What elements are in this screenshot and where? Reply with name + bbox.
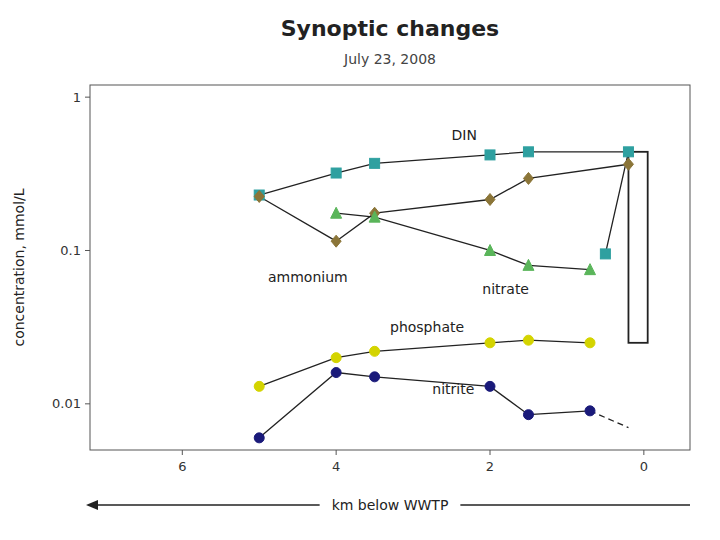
extension-line: [590, 411, 628, 428]
background: [0, 0, 720, 540]
data-point: [485, 381, 495, 391]
data-point: [523, 172, 533, 184]
y-tick: [85, 97, 90, 98]
plot-area: [254, 147, 647, 443]
data-point: [331, 353, 341, 363]
series-line: [259, 164, 628, 241]
plot-frame: [90, 85, 690, 450]
data-point: [254, 381, 264, 391]
data-point: [331, 207, 342, 218]
data-point: [370, 372, 380, 382]
data-point: [331, 368, 341, 378]
data-point: [485, 150, 495, 160]
data-point: [523, 147, 533, 157]
y-tick-label: 1: [73, 90, 81, 105]
chart: Synoptic changes July 23, 2008 6 4 2 0 0.01 0.1…: [0, 0, 720, 540]
data-point: [523, 410, 533, 420]
x-tick-label: 0: [640, 459, 648, 474]
series-line: [259, 152, 628, 254]
data-point: [254, 433, 264, 443]
series-label: nitrite: [432, 381, 474, 397]
title: Synoptic changes: [281, 16, 499, 41]
x-tick-label: 4: [332, 459, 340, 474]
x-tick: [490, 450, 491, 455]
y-tick-label: 0.01: [52, 396, 81, 411]
series-label: nitrate: [482, 281, 529, 297]
data-point: [485, 244, 496, 255]
data-point: [370, 158, 380, 168]
data-point: [485, 194, 495, 206]
y-tick: [85, 250, 90, 251]
y-tick-label: 0.1: [60, 243, 81, 258]
series-line: [259, 373, 590, 438]
wwtp-box: [628, 152, 647, 343]
data-point: [254, 190, 264, 202]
data-point: [369, 211, 380, 222]
x-tick: [643, 450, 644, 455]
data-point: [623, 158, 633, 170]
data-point: [331, 168, 341, 178]
x-axis-label: km below WWTP: [332, 497, 449, 513]
x-axis-rule: [460, 504, 690, 506]
data-point: [523, 259, 534, 270]
data-point: [331, 235, 341, 247]
data-point: [585, 264, 596, 275]
y-tick: [85, 403, 90, 404]
y-axis-label: concentration, mmol/L: [11, 188, 27, 346]
x-tick: [336, 450, 337, 455]
x-tick-label: 2: [486, 459, 494, 474]
x-axis-arrow-head: [86, 500, 98, 510]
data-point: [600, 249, 610, 259]
data-point: [585, 406, 595, 416]
data-point: [523, 335, 533, 345]
data-point: [585, 338, 595, 348]
x-axis-arrow: [94, 504, 320, 506]
x-tick-label: 6: [178, 459, 186, 474]
series-line: [259, 340, 590, 386]
series-label: phosphate: [390, 319, 464, 335]
subtitle: July 23, 2008: [343, 51, 436, 67]
data-point: [485, 338, 495, 348]
data-point: [623, 147, 633, 157]
series-label: DIN: [452, 127, 477, 143]
data-point: [370, 346, 380, 356]
series-label: ammonium: [268, 269, 348, 285]
x-tick: [182, 450, 183, 455]
